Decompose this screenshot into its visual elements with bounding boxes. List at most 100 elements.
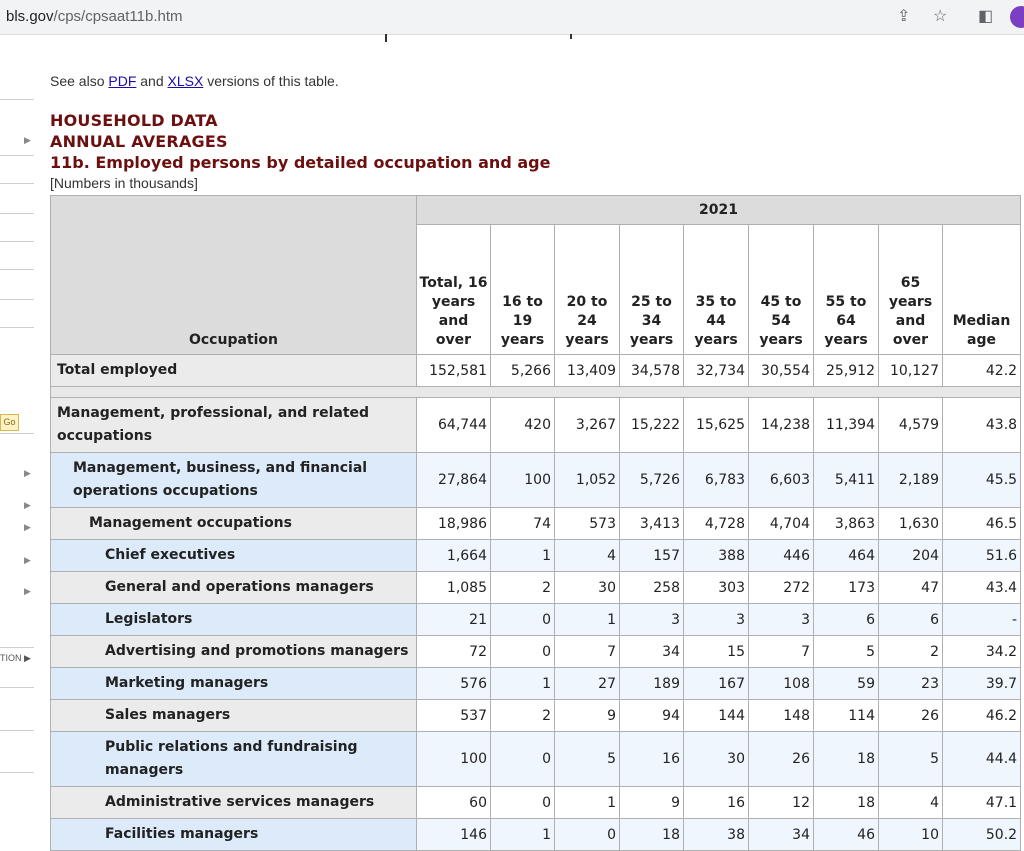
sidebar-expand-icon[interactable]: ▶	[24, 522, 31, 532]
table-cell: 7	[748, 635, 814, 668]
table-units-note: [Numbers in thousands]	[50, 175, 198, 191]
table-cell: 2	[490, 699, 555, 732]
table-cell: 27	[554, 667, 620, 700]
table-cell: 2,189	[878, 452, 943, 508]
sidebar-item-truncated[interactable]: TION ▶	[0, 653, 31, 663]
column-header: 16 to 19 years	[490, 224, 555, 355]
row-label: Chief executives	[50, 539, 417, 572]
table-cell: 18	[813, 786, 879, 819]
share-icon[interactable]: ⇪	[897, 8, 911, 25]
sidebar-expand-icon[interactable]: ▶	[24, 586, 31, 596]
sidebar-divider	[0, 213, 34, 214]
table-cell: 43.4	[941, 571, 1022, 604]
see-also-line: See also PDF and XLSX versions of this t…	[50, 73, 339, 89]
table-cell: 26	[878, 699, 943, 732]
table-cell: 14,238	[748, 397, 814, 453]
table-cell: 34	[619, 635, 684, 668]
sidebar-divider	[0, 433, 34, 434]
table-cell: 43.8	[941, 397, 1022, 453]
table-cell: 18	[813, 731, 879, 787]
table-cell: 38	[683, 818, 749, 851]
row-label: Sales managers	[50, 699, 417, 732]
table-cell: 44.4	[941, 731, 1022, 787]
sidebar-divider	[0, 299, 34, 300]
table-cell: 34	[748, 818, 814, 851]
heading-household-data: HOUSEHOLD DATA	[50, 111, 218, 130]
table-cell: 26	[748, 731, 814, 787]
table-cell: 144	[683, 699, 749, 732]
table-cell: 1	[554, 603, 620, 636]
table-cell: 6	[813, 603, 879, 636]
table-cell: 42.2	[941, 354, 1022, 387]
row-label: Advertising and promotions managers	[50, 635, 417, 668]
column-header: 55 to 64 years	[813, 224, 879, 355]
occupation-column-header: Occupation	[50, 195, 417, 355]
table-cell: 146	[416, 818, 491, 851]
xlsx-link[interactable]: XLSX	[167, 73, 204, 89]
table-cell: 1,630	[878, 507, 943, 540]
table-cell: 18,986	[416, 507, 491, 540]
table-cell: 18	[619, 818, 684, 851]
url-path: /cps/cpsaat11b.htm	[53, 8, 183, 25]
row-label: Total employed	[50, 354, 417, 387]
table-cell: 5,726	[619, 452, 684, 508]
table-cell: 108	[748, 667, 814, 700]
table-cell: 3,267	[554, 397, 620, 453]
url-text[interactable]: bls.gov/cps/cpsaat11b.htm	[6, 8, 183, 25]
table-cell: 74	[490, 507, 555, 540]
row-label: Management, professional, and related oc…	[50, 397, 417, 453]
side-panel-icon[interactable]: ◧	[978, 8, 994, 25]
table-cell: 50.2	[941, 818, 1022, 851]
table-cell: 5	[554, 731, 620, 787]
occupation-age-table: Occupation 2021 Total, 16 years and over…	[49, 195, 1022, 851]
pdf-link[interactable]: PDF	[108, 73, 137, 89]
sidebar-expand-icon[interactable]: ▶	[24, 555, 31, 565]
table-cell: 173	[813, 571, 879, 604]
column-header: 20 to 24 years	[554, 224, 620, 355]
table-cell: 303	[683, 571, 749, 604]
sidebar-expand-icon[interactable]: ▶	[24, 135, 31, 145]
table-row: Marketing managers 576 1 27 189 167 108 59 23 39.…	[50, 667, 1022, 700]
sidebar-go-button[interactable]: Go	[0, 414, 19, 431]
sidebar-divider	[0, 99, 34, 100]
bookmark-star-icon[interactable]: ☆	[933, 8, 948, 25]
table-cell: 15,625	[683, 397, 749, 453]
table-cell: 5	[878, 731, 943, 787]
sidebar-expand-icon[interactable]: ▶	[24, 500, 31, 510]
sidebar-divider	[0, 730, 34, 731]
table-cell: 15	[683, 635, 749, 668]
table-cell: 5	[813, 635, 879, 668]
table-cell: 9	[619, 786, 684, 819]
row-label: Public relations and fundraising manager…	[50, 731, 417, 787]
table-cell: 1	[490, 539, 555, 572]
left-sidebar: ▶ Go ▶ ▶ ▶ ▶ ▶ TION ▶	[0, 40, 36, 813]
table-cell: 6,603	[748, 452, 814, 508]
page-header-fragment-2	[570, 34, 572, 39]
row-label: Administrative services managers	[50, 786, 417, 819]
spacer-cell	[49, 386, 1022, 398]
column-header: 25 to 34 years	[619, 224, 684, 355]
table-cell: 30	[683, 731, 749, 787]
table-cell: 9	[554, 699, 620, 732]
sidebar-divider	[0, 647, 34, 648]
browser-address-bar[interactable]: bls.gov/cps/cpsaat11b.htm ⇪ ☆ ◧	[0, 0, 1024, 35]
table-row: Management occupations 18,986 74 573 3,413 4,…	[50, 507, 1022, 540]
table-cell: 258	[619, 571, 684, 604]
table-row: Administrative services managers 60 0 1 9 16 1…	[50, 786, 1022, 819]
page-header-fragment	[385, 34, 387, 42]
table-cell: 25,912	[813, 354, 879, 387]
table-cell: 30	[554, 571, 620, 604]
table-cell: 23	[878, 667, 943, 700]
sidebar-expand-icon[interactable]: ▶	[24, 468, 31, 478]
profile-avatar-icon[interactable]	[1010, 6, 1024, 28]
table-cell: 16	[619, 731, 684, 787]
table-cell: 60	[416, 786, 491, 819]
table-cell: 189	[619, 667, 684, 700]
table-cell: 420	[490, 397, 555, 453]
table-cell: 12	[748, 786, 814, 819]
table-cell: -	[941, 603, 1022, 636]
table-cell: 47.1	[941, 786, 1022, 819]
table-cell: 94	[619, 699, 684, 732]
table-title: 11b. Employed persons by detailed occupa…	[50, 153, 551, 172]
table-cell: 464	[813, 539, 879, 572]
